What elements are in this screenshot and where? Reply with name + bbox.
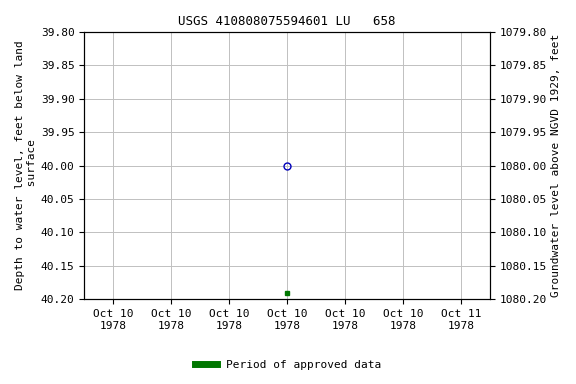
Y-axis label: Groundwater level above NGVD 1929, feet: Groundwater level above NGVD 1929, feet bbox=[551, 34, 561, 297]
Title: USGS 410808075594601 LU   658: USGS 410808075594601 LU 658 bbox=[179, 15, 396, 28]
Legend: Period of approved data: Period of approved data bbox=[191, 356, 385, 375]
Y-axis label: Depth to water level, feet below land
 surface: Depth to water level, feet below land su… bbox=[15, 41, 37, 290]
